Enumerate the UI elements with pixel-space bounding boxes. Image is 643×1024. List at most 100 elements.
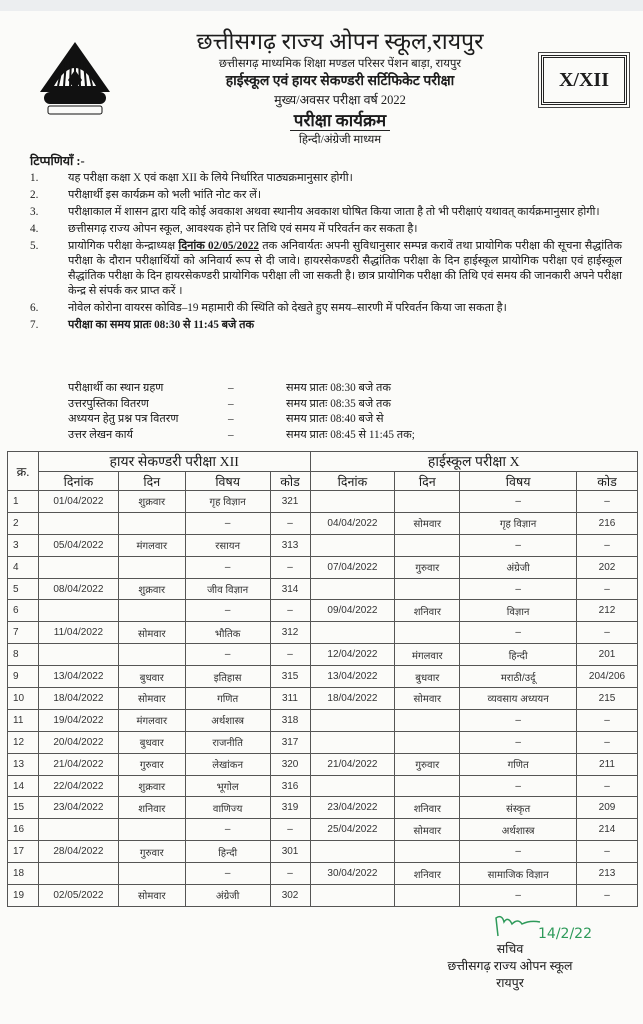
table-row: 11 19/04/2022 मंगलवार अर्थशास्त्र 318 – – <box>7 708 638 732</box>
x-code-cell: – <box>576 621 638 645</box>
xii-subject-cell: – <box>184 643 271 667</box>
xii-code-cell: 302 <box>269 884 311 907</box>
xii-date-cell: 23/04/2022 <box>37 796 119 820</box>
xii-day-cell <box>117 511 186 535</box>
xii-day-cell: बुधवार <box>117 730 186 754</box>
x-date-cell: 07/04/2022 <box>309 555 396 579</box>
xii-day-cell: गुरुवार <box>117 752 186 776</box>
table-row: 15 23/04/2022 शनिवार वाणिज्य 319 23/04/2022 शन… <box>7 796 638 820</box>
x-code-cell: – <box>576 840 638 864</box>
note-number: 4. <box>30 223 39 235</box>
xii-date-cell <box>37 818 119 842</box>
xii-date-cell <box>37 643 119 667</box>
xii-code-cell: 315 <box>269 665 311 689</box>
xii-day-cell: मंगलवार <box>117 533 186 557</box>
note-text: नोवेल कोरोना वायरस कोविड–19 महामारी की स… <box>68 302 507 314</box>
x-date-cell <box>309 730 396 754</box>
x-date-cell <box>309 490 396 513</box>
serial-number-cell: 10 <box>7 687 39 710</box>
xii-subject-cell: अंग्रेजी <box>184 884 271 907</box>
exam-year: मुख्य/अवसर परीक्षा वर्ष 2022 <box>274 93 406 107</box>
x-code-cell: – <box>576 884 638 907</box>
xii-subject-cell: हिन्दी <box>184 840 271 864</box>
xii-date-cell: 08/04/2022 <box>37 577 119 601</box>
note-body: तक अनिवार्यतः अपनी सुविधानुसार सम्पन्न क… <box>68 240 622 297</box>
x-subject-cell: – <box>459 730 577 754</box>
serial-number-cell: 7 <box>7 621 39 645</box>
x-date-cell <box>309 533 396 557</box>
x-subject-cell: अर्थशास्त्र <box>459 818 577 842</box>
xii-subject-cell: – <box>184 599 271 623</box>
timing-list: परीक्षार्थी का स्थान ग्रहण – समय प्रातः 08… <box>68 381 486 443</box>
exam-name: हाईस्कूल एवं हायर सेकण्डरी सर्टिफिकेट पर… <box>225 74 455 89</box>
timing-row: अध्ययन हेतु प्रश्न पत्र वितरण – समय प्रातः… <box>68 412 486 428</box>
x-code-cell: 201 <box>576 643 638 667</box>
x-code-cell: 209 <box>576 796 638 820</box>
table-column-header: दिनांक दिन विषय कोड दिनांक दिन विषय कोड <box>8 471 638 491</box>
x-subject-cell: गणित <box>459 752 577 776</box>
x-subject-cell: संस्कृत <box>459 796 577 820</box>
x-subject-cell: – <box>459 774 577 798</box>
table-row: 3 05/04/2022 मंगलवार रसायन 313 – – <box>7 533 638 557</box>
column-header-subject: विषय <box>184 471 271 491</box>
timing-dash: – <box>228 397 234 410</box>
x-code-cell: 212 <box>576 599 638 623</box>
note-item: 3. परीक्षाकाल में शासन द्वारा यदि कोई अवक… <box>30 205 622 220</box>
serial-number-cell: 19 <box>7 884 39 907</box>
notes-list: 1. यह परीक्षा कक्षा X एवं कक्षा XII के लि… <box>30 171 622 335</box>
signature-date: 14/2/22 <box>538 926 592 942</box>
xii-subject-cell: गणित <box>184 687 271 710</box>
note-number: 1. <box>30 172 39 184</box>
timing-dash: – <box>228 428 234 441</box>
xii-day-cell: मंगलवार <box>117 708 186 732</box>
note-item: 5. प्रायोगिक परीक्षा केन्द्राध्यक्ष दिनां… <box>30 239 622 299</box>
table-row: 8– –12/04/2022 मंगलवार हिन्दी 201 <box>7 643 638 667</box>
column-header-subject: विषय <box>459 471 577 491</box>
note-text: प्रायोगिक परीक्षा केन्द्राध्यक्ष दिनांक … <box>68 239 622 299</box>
table-row: 2– –04/04/2022 सोमवार गृह विज्ञान 216 <box>7 511 638 535</box>
x-subject-cell: – <box>459 621 577 645</box>
xii-day-cell <box>117 599 186 623</box>
note-prefix: प्रायोगिक परीक्षा केन्द्राध्यक्ष <box>68 240 179 252</box>
serial-number-cell: 9 <box>7 665 39 689</box>
xii-day-cell: गुरुवार <box>117 840 186 864</box>
x-code-cell: – <box>576 774 638 798</box>
x-subject-cell: हिन्दी <box>459 643 577 667</box>
serial-number-cell: 13 <box>7 752 39 776</box>
x-day-cell <box>394 774 461 798</box>
xii-code-cell: 321 <box>269 490 311 513</box>
x-day-cell: बुधवार <box>394 665 461 689</box>
note-item: 6. नोवेल कोरोना वायरस कोविड–19 महामारी की… <box>30 301 622 316</box>
org-title: छत्तीसगढ़ राज्य ओपन स्कूल,रायपुर <box>196 29 484 54</box>
note-text: यह परीक्षा कक्षा X एवं कक्षा XII के लिये… <box>68 172 353 184</box>
table-row: 17 28/04/2022 गुरुवार हिन्दी 301 – – <box>7 840 638 864</box>
xii-code-cell: – <box>269 643 311 667</box>
handwritten-signature: 14/2/22 <box>495 915 592 942</box>
xii-subject-cell: – <box>184 511 271 535</box>
table-row: 1 01/04/2022 शुक्रवार गृह विज्ञान 321 – – <box>7 490 638 513</box>
xii-code-cell: – <box>269 599 311 623</box>
class-badge: X/XII <box>538 52 630 108</box>
x-date-cell <box>309 840 396 864</box>
x-date-cell: 12/04/2022 <box>309 643 396 667</box>
table-row: 7 11/04/2022 सोमवार भौतिक 312 – – <box>7 621 638 645</box>
xii-day-cell: सोमवार <box>117 621 186 645</box>
xii-day-cell: शुक्रवार <box>117 774 186 798</box>
x-date-cell <box>309 621 396 645</box>
x-code-cell: 213 <box>576 862 638 886</box>
notes-title: टिप्पणियाँ :- <box>30 154 85 168</box>
timing-activity: अध्ययन हेतु प्रश्न पत्र वितरण <box>68 413 179 425</box>
serial-number-cell: 4 <box>7 555 39 579</box>
exam-schedule-table: क्र. हायर सेकण्डरी परीक्षा XII हाईस्कूल … <box>7 451 638 907</box>
xii-date-cell: 21/04/2022 <box>37 752 119 776</box>
x-code-cell: – <box>576 533 638 557</box>
table-row: 18– –30/04/2022 शनिवार सामाजिक विज्ञान 213 <box>7 862 638 886</box>
note-number: 3. <box>30 206 39 218</box>
x-day-cell: गुरुवार <box>394 752 461 776</box>
xii-day-cell <box>117 555 186 579</box>
x-date-cell: 23/04/2022 <box>309 796 396 820</box>
serial-number-cell: 6 <box>7 599 39 623</box>
org-address: छत्तीसगढ़ माध्यमिक शिक्षा मण्डल परिसर पे… <box>218 58 462 70</box>
xii-date-cell <box>37 599 119 623</box>
xii-code-cell: 318 <box>269 708 311 732</box>
